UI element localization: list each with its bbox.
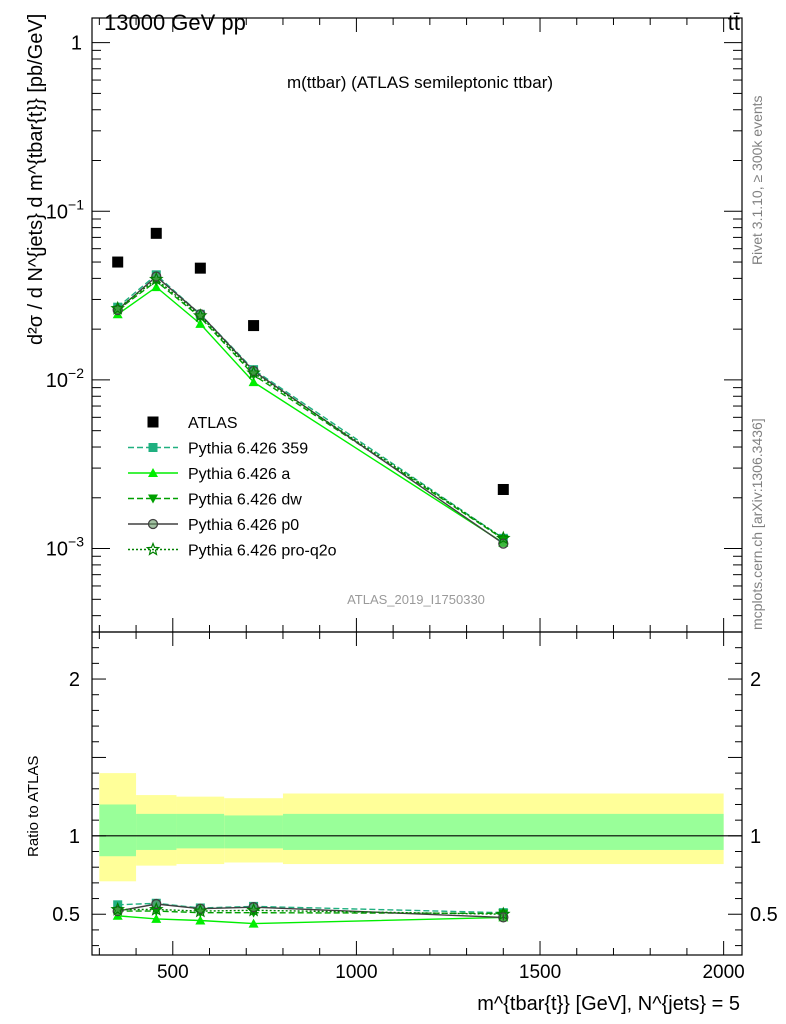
inner-band-1 [136,813,177,850]
series-1-point-2 [195,318,206,328]
series-4-point-3 [246,365,261,380]
data-point-0 [112,256,124,268]
legend: ATLAS Pythia 6.426 359 Pythia 6.426 a Pythi… [128,415,337,560]
y-tick-label-main-1: 10−1 [46,196,84,223]
mcplots-label: mcplots.cern.ch [arXiv:1306.3436] [749,418,765,630]
x-axis-label: m^{tbar{t}} [GeV], N^{jets} = 5 [477,993,740,1015]
series-markers [110,227,511,928]
legend-marker-5 [145,541,161,556]
inner-band-0 [99,804,137,857]
legend-marker-0 [147,416,159,428]
series-line-ratio-4 [117,908,504,915]
series-line-main-2 [117,280,504,540]
series-line-main-3 [117,275,504,545]
legend-marker-1 [148,443,158,452]
inner-band-4 [282,813,724,850]
y-tick-label-ratio-right-1: 1 [750,826,761,848]
y-tick-label-ratio-right-0.5: 0.5 [750,904,778,926]
analysis-id-watermark: ATLAS_2019_I1750330 [347,592,485,607]
inner-band-3 [224,815,283,849]
series-4-point-1 [149,271,164,286]
x-tick-label-500: 500 [157,962,189,983]
series-3-point-4 [498,538,509,549]
legend-label-3: Pythia 6.426 dw [188,492,302,509]
y-axis-label-main: d²σ / d N^{jets} d m^{tbar{t}} [pb/GeV] [25,14,47,345]
data-point-4 [497,483,509,495]
y-tick-label-ratio-right-2: 2 [750,669,761,691]
series-4-ratio-point-1 [149,901,164,916]
series-line-main-1 [117,286,504,544]
legend-label-1: Pythia 6.426 359 [188,441,308,458]
legend-marker-2 [148,468,158,477]
series-4-ratio-point-2 [193,903,208,918]
series-4-point-2 [193,308,208,323]
chart-title: m(ttbar) (ATLAS semileptonic ttbar) [287,73,553,92]
energy-label: 13000 GeV pp [104,10,246,35]
series-4-ratio-point-3 [246,902,261,917]
axis-tick-labels: 500 1000 1500 2000 1 10−1 10−2 10−3 0.5 0.5 1 1 2 2 [46,33,778,983]
series-1-ratio-point-3 [248,918,259,928]
series-4-point-0 [110,300,125,315]
main-panel-frame [91,17,743,633]
legend-label-0: ATLAS [188,415,238,432]
legend-label-2: Pythia 6.426 a [188,466,290,483]
axis-ticks [92,18,742,955]
series-4-point-4 [496,530,511,545]
series-4-ratio-point-0 [110,901,125,916]
x-tick-label-1000: 1000 [335,962,377,983]
legend-marker-3 [148,494,158,504]
inner-band-2 [176,813,225,849]
legend-marker-4 [147,518,159,530]
series-1-point-1 [151,282,162,292]
process-label: tt̄ [728,10,740,35]
y-tick-label-ratio-left-2: 2 [69,669,80,691]
ratio-panel-frame [91,631,743,956]
series-1-point-3 [248,377,259,387]
y-tick-label-ratio-left-0.5: 0.5 [52,904,80,926]
rivet-version-label: Rivet 3.1.10, ≥ 300k events [749,95,765,265]
x-tick-label-2000: 2000 [702,962,744,983]
data-point-1 [150,227,162,239]
y-tick-label-main-0: 1 [71,33,82,55]
axes-frames [91,17,743,956]
x-tick-label-1500: 1500 [519,962,561,983]
y-tick-label-main-2: 10−2 [46,365,84,392]
series-1-ratio-point-2 [195,915,206,925]
data-point-3 [248,320,260,332]
y-tick-label-main-3: 10−3 [46,534,84,561]
legend-label-4: Pythia 6.426 p0 [188,517,299,534]
series-1-ratio-point-1 [151,913,162,923]
data-point-2 [194,262,206,274]
series-line-ratio-1 [117,915,504,925]
ratio-uncertainty-bands [99,773,724,882]
legend-label-5: Pythia 6.426 pro-q2o [188,543,337,560]
y-axis-label-ratio: Ratio to ATLAS [25,756,42,857]
y-tick-label-ratio-left-1: 1 [69,826,80,848]
